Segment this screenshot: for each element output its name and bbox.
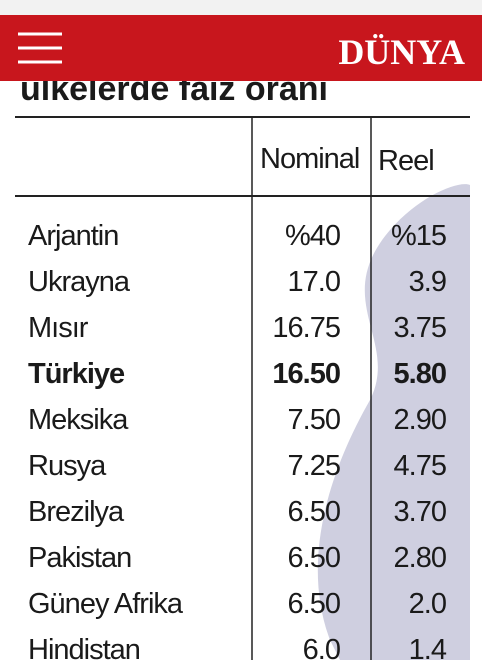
nominal-rate: 7.50 xyxy=(288,404,340,436)
nominal-rate: 6.50 xyxy=(288,588,340,620)
real-rate: 2.80 xyxy=(394,542,446,574)
nominal-rate: 16.50 xyxy=(272,358,340,390)
country-name: Ukrayna xyxy=(28,266,131,298)
country-name: Arjantin xyxy=(28,220,118,252)
real-rate: 4.75 xyxy=(394,450,446,482)
nominal-rate: 7.25 xyxy=(288,450,340,482)
nominal-rate: 6.0 xyxy=(303,634,340,660)
country-name: Türkiye xyxy=(28,358,125,390)
country-name: Rusya xyxy=(28,450,107,482)
country-name: Brezilya xyxy=(28,496,125,528)
real-rate: 3.9 xyxy=(409,266,446,298)
real-rate: 2.90 xyxy=(394,404,446,436)
real-rate: %15 xyxy=(391,220,446,252)
nominal-rate: 16.75 xyxy=(272,312,340,344)
real-rate: 5.80 xyxy=(394,358,446,390)
background-shape xyxy=(317,184,470,660)
nominal-rate: 17.0 xyxy=(288,266,340,298)
real-rate: 3.70 xyxy=(394,496,446,528)
column-header: Reel xyxy=(378,145,434,177)
country-name: Hindistan xyxy=(28,634,140,660)
nominal-rate: %40 xyxy=(285,220,340,252)
header-bar xyxy=(0,15,482,81)
country-name: Pakistan xyxy=(28,542,131,574)
table-body: Arjantin %40 %15 Ukrayna 17.0 3.9 Mısır 16.75 3.… xyxy=(28,220,448,660)
real-rate: 2.0 xyxy=(409,588,446,620)
status-bar xyxy=(0,0,482,15)
nominal-rate: 6.50 xyxy=(288,542,340,574)
real-rate: 1.4 xyxy=(409,634,447,660)
real-rate: 3.75 xyxy=(394,312,446,344)
country-name: Mısır xyxy=(28,312,89,344)
column-header: Nominal xyxy=(260,143,359,175)
nominal-rate: 6.50 xyxy=(288,496,340,528)
country-name: Meksika xyxy=(28,404,129,436)
country-name: Güney Afrika xyxy=(28,588,184,620)
logo[interactable]: DÜNYA xyxy=(338,32,465,72)
menu-button[interactable] xyxy=(18,32,62,64)
